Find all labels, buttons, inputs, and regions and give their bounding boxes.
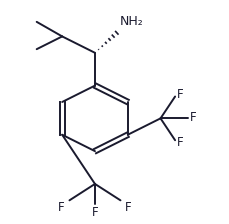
- Text: F: F: [176, 136, 183, 149]
- Text: F: F: [58, 201, 65, 214]
- Text: F: F: [91, 206, 98, 219]
- Text: F: F: [189, 111, 195, 124]
- Text: F: F: [125, 201, 131, 214]
- Text: F: F: [176, 88, 183, 101]
- Text: NH₂: NH₂: [119, 15, 143, 28]
